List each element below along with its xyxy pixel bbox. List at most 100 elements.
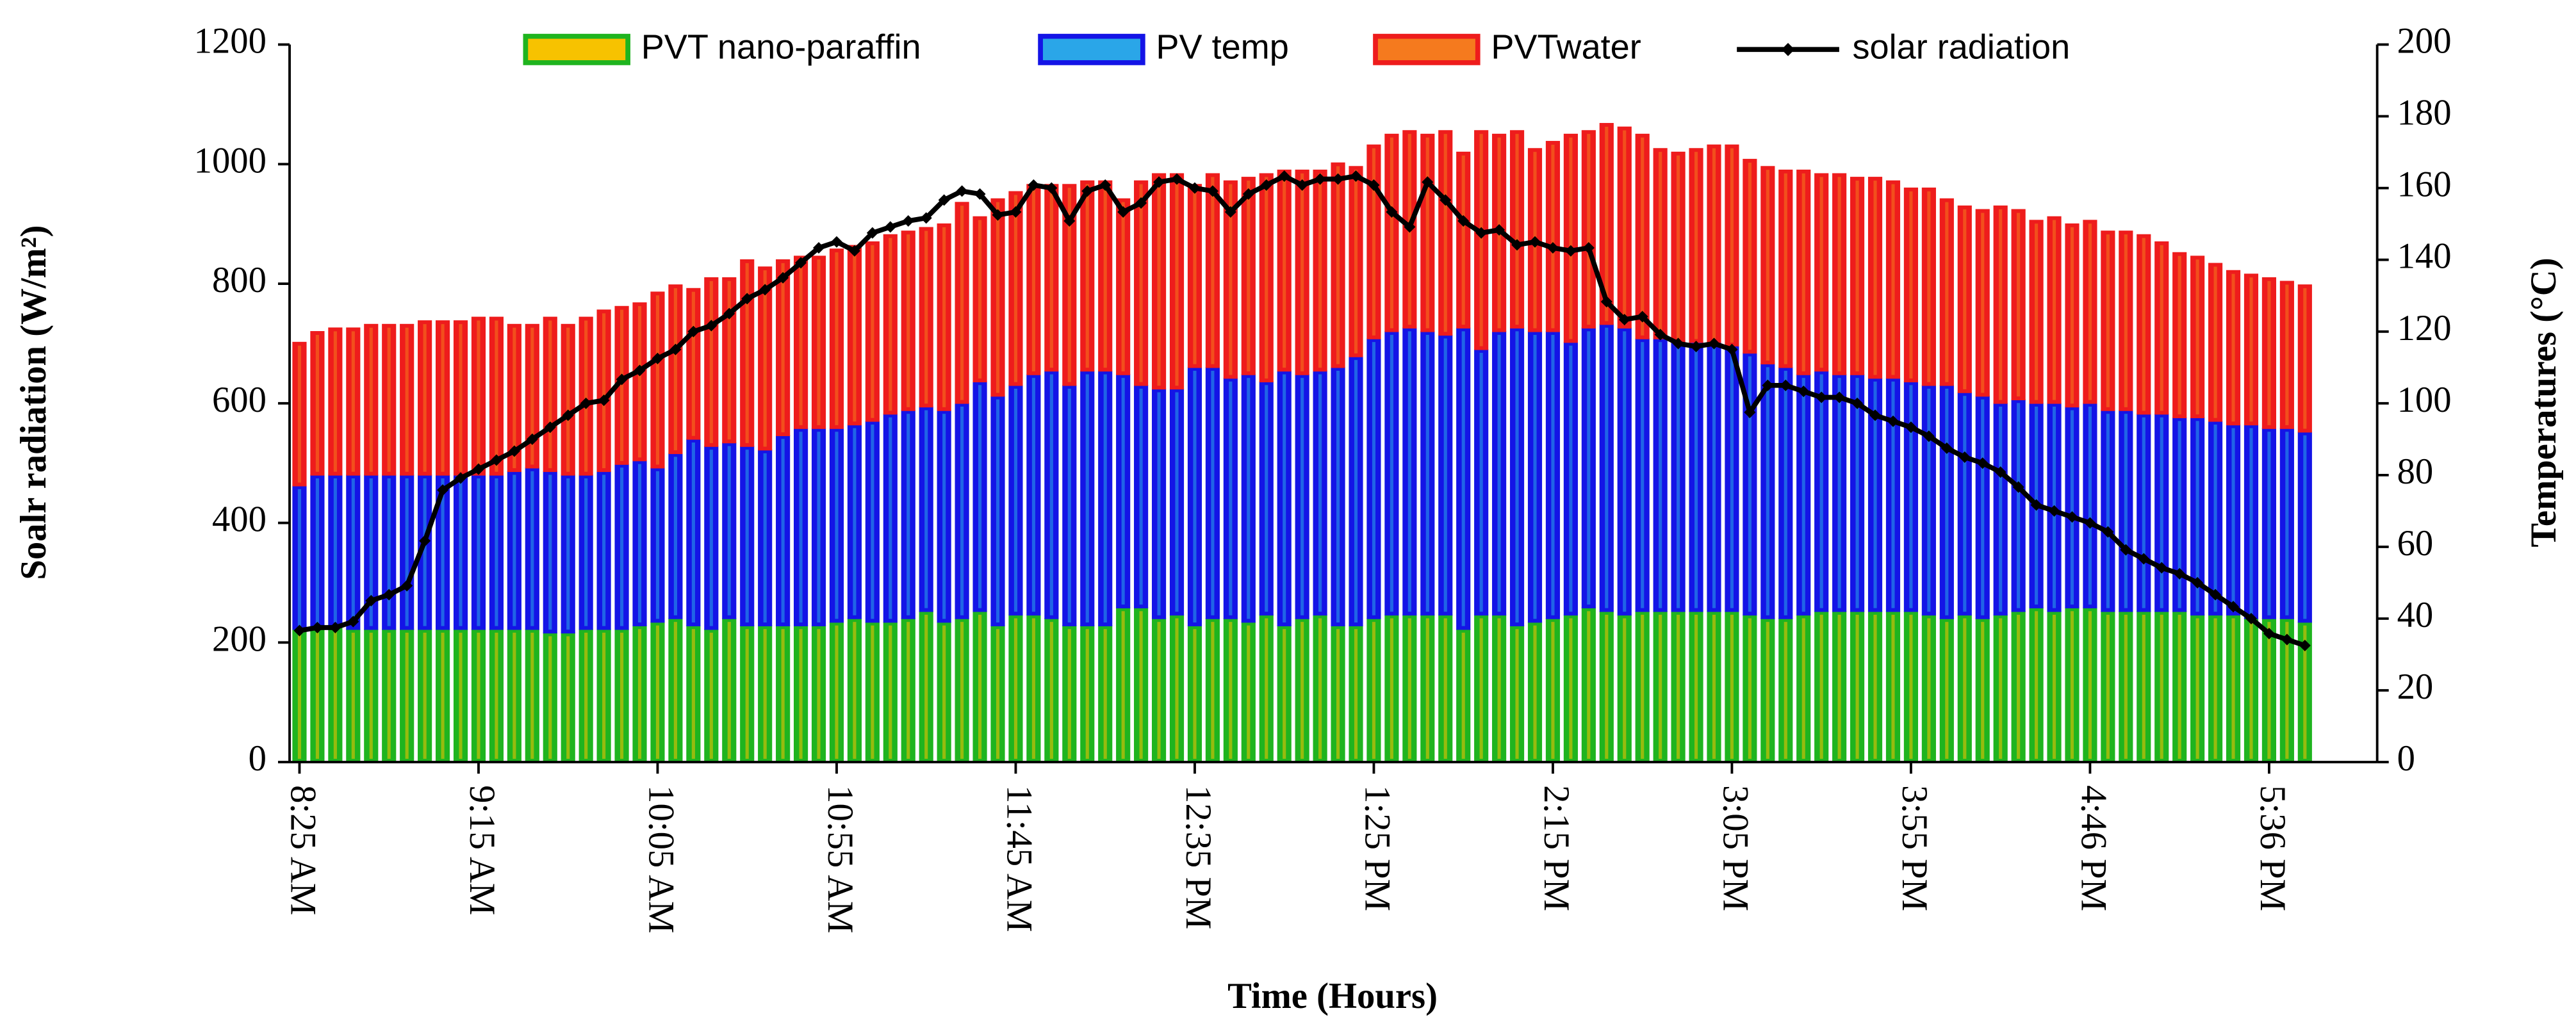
- line-marker: [1958, 451, 1971, 463]
- bar-highlight: [1963, 618, 1967, 759]
- bar-highlight: [1766, 622, 1769, 759]
- bar-highlight: [1677, 614, 1680, 759]
- bar-highlight: [1891, 184, 1895, 375]
- bar-highlight: [1641, 342, 1645, 608]
- line-marker: [2245, 612, 2257, 625]
- legend-marker: [1781, 42, 1795, 56]
- bar-highlight: [405, 632, 409, 759]
- bar-highlight: [1247, 378, 1251, 619]
- bar-highlight: [1873, 381, 1877, 608]
- bar-highlight: [763, 453, 767, 623]
- line-marker: [2012, 481, 2024, 493]
- bar-highlight: [2017, 614, 2021, 759]
- bar-highlight: [2124, 414, 2128, 608]
- bar-highlight: [495, 478, 498, 626]
- line-marker: [956, 185, 968, 197]
- y2-tick-label: 40: [2397, 596, 2434, 635]
- bar-highlight: [2178, 421, 2181, 608]
- bar-highlight: [1139, 611, 1143, 759]
- bar-highlight: [459, 632, 463, 759]
- bar-highlight: [1425, 618, 1429, 759]
- line-marker: [1834, 391, 1846, 403]
- bar-highlight: [1443, 338, 1447, 612]
- bar-highlight: [2178, 256, 2181, 415]
- bar-highlight: [1372, 148, 1376, 336]
- bar-highlight: [745, 263, 749, 443]
- bar-highlight: [1265, 177, 1268, 379]
- bar-highlight: [1283, 173, 1286, 368]
- bar-highlight: [2285, 284, 2289, 425]
- bar-highlight: [513, 475, 516, 626]
- bar-highlight: [835, 625, 839, 759]
- line-marker: [830, 236, 842, 248]
- line-marker: [884, 221, 896, 233]
- bar-highlight: [1873, 181, 1877, 375]
- bar-highlight: [1336, 370, 1340, 623]
- line-marker: [347, 615, 359, 628]
- y2-tick-label: 0: [2397, 739, 2415, 779]
- bar-highlight: [1927, 618, 1931, 759]
- bar-highlight: [441, 632, 445, 759]
- bar-highlight: [1605, 126, 1609, 321]
- bar-highlight: [1766, 367, 1769, 615]
- bar-highlight: [1229, 622, 1233, 759]
- bar-highlight: [495, 320, 498, 472]
- bar-highlight: [1013, 388, 1018, 612]
- bar-highlight: [1461, 331, 1465, 626]
- bar-highlight: [1551, 622, 1555, 759]
- bar-highlight: [1479, 352, 1483, 612]
- line-marker: [311, 621, 324, 634]
- bar-highlight: [1569, 345, 1573, 612]
- legend-swatch: [1038, 33, 1145, 65]
- y-tick-label: 0: [249, 739, 267, 779]
- bar-highlight: [1354, 170, 1358, 353]
- bar-highlight: [1175, 392, 1179, 612]
- y2-tick-label: 160: [2397, 165, 2452, 205]
- bar-highlight: [655, 471, 660, 619]
- bar-highlight: [1211, 622, 1215, 759]
- bar-highlight: [584, 478, 588, 626]
- bar-highlight: [1013, 618, 1018, 759]
- bar-highlight: [1837, 614, 1841, 759]
- bar-highlight: [297, 632, 302, 759]
- bar-highlight: [835, 432, 839, 619]
- line-marker: [508, 445, 520, 457]
- bar-highlight: [1265, 618, 1268, 759]
- line-marker: [616, 373, 628, 386]
- bar-highlight: [1031, 378, 1035, 612]
- line-marker: [1762, 379, 1774, 391]
- bar-highlight: [2160, 614, 2163, 759]
- line-marker: [1046, 182, 1058, 194]
- bar-highlight: [548, 320, 552, 469]
- bar-highlight: [1121, 611, 1125, 759]
- bar-highlight: [889, 417, 892, 619]
- bar-highlight: [2017, 403, 2021, 608]
- bar-highlight: [1784, 173, 1787, 364]
- bar-highlight: [1265, 385, 1268, 612]
- bar-highlight: [315, 478, 320, 626]
- legend-label: PVT nano-paraffin: [641, 28, 921, 67]
- bar-highlight: [477, 320, 480, 472]
- bar-highlight: [1497, 618, 1501, 759]
- legend-label: PV temp: [1156, 28, 1288, 67]
- bar-highlight: [1605, 614, 1609, 759]
- bar-highlight: [1211, 370, 1215, 615]
- line-marker: [1923, 430, 1935, 442]
- line-marker: [1332, 173, 1344, 185]
- bar-highlight: [441, 478, 445, 626]
- x-tick-label: 10:55 AM: [820, 785, 860, 933]
- bar-highlight: [1461, 155, 1465, 325]
- bar-highlight: [2088, 611, 2092, 759]
- line-marker: [1063, 215, 1076, 227]
- bar-highlight: [548, 636, 552, 759]
- bar-highlight: [441, 324, 445, 472]
- line-marker: [1869, 409, 1882, 421]
- bar-highlight: [996, 399, 1000, 623]
- bar-highlight: [2303, 435, 2307, 619]
- bar-highlight: [2070, 611, 2074, 759]
- bar-highlight: [1837, 177, 1841, 371]
- bar-highlight: [1623, 130, 1627, 325]
- line-marker: [1582, 242, 1595, 254]
- bar-highlight: [763, 629, 767, 759]
